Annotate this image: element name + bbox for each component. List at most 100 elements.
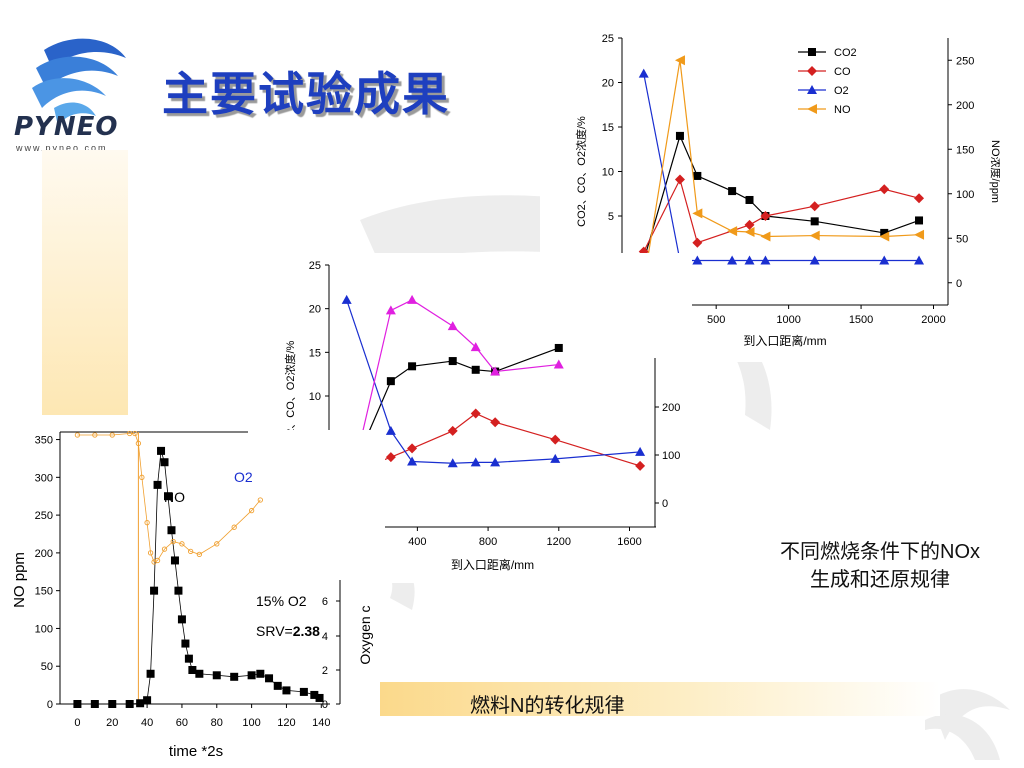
y-tick-label: 10 [602,167,614,179]
y2-tick-label: 250 [956,55,974,67]
data-point-co [692,237,703,248]
x-tick-label: 40 [141,717,153,729]
data-point-co [550,434,561,445]
caption-line-2: 生成和还原规律 [810,569,950,591]
caption-line-1: 不同燃烧条件下的NOx [780,541,980,563]
x-tick-label: 800 [479,536,497,548]
x-axis-label: 到入口距离/mm [743,333,826,348]
y2-tick-label: 0 [322,699,328,711]
o2-label: O2 [234,469,253,485]
data-point-no [407,294,418,304]
data-point-o2 [135,440,142,446]
data-point-no [125,700,134,708]
data-point-co2 [745,195,754,204]
data-point-no [315,693,324,702]
data-point-no [282,686,291,695]
left-accent-bar [42,150,128,415]
data-point-no [146,669,155,678]
data-point-o2 [744,255,755,265]
data-point-no [809,230,820,241]
data-point-o2 [550,453,561,463]
logo-url: www.pyneo.com [16,143,108,153]
x-axis-label: time *2s [169,743,223,760]
y-tick-label: 350 [35,435,53,447]
data-point-no [181,639,190,648]
annotation-srv: SRV=2.38 [256,623,320,639]
data-point-no [727,226,738,237]
data-point-o2 [144,520,150,526]
y2-tick-label: 50 [956,233,968,245]
pyneo-logo [32,38,126,126]
legend-marker [807,66,817,76]
data-point-no [143,696,152,705]
data-point-co [470,408,481,419]
data-point-no [184,654,193,663]
x-tick-label: 1000 [776,314,800,326]
data-point-no [167,526,176,535]
data-point-o2 [914,255,925,265]
data-point-co2 [693,171,702,180]
data-point-no [73,700,82,708]
data-point-co [914,193,925,204]
data-point-o2 [154,557,161,564]
y-tick-label: 250 [35,510,53,522]
y-tick-label: 20 [602,78,614,90]
no-label: NO [164,489,185,505]
y-tick-label: 0 [47,699,53,711]
data-point-o2 [109,432,115,438]
x-tick-label: 500 [707,314,725,326]
data-point-o2 [341,294,352,304]
data-point-co2 [675,131,684,140]
y2-tick-label: 4 [322,631,328,643]
y-tick-label: 10 [309,391,321,403]
y-tick-label: 25 [602,33,614,45]
data-point-no [157,446,166,455]
y-tick-label: 25 [309,260,321,272]
data-point-no [674,55,685,66]
x-tick-label: 20 [106,717,118,729]
y-tick-label: 150 [35,586,53,598]
data-point-co2 [386,377,395,386]
data-point-no [212,671,221,680]
data-point-co [490,417,501,428]
data-point-no [265,674,274,683]
y-tick-label: 5 [608,211,614,223]
data-point-o2 [147,550,154,556]
data-point-no [150,586,159,595]
y-axis-label: NO ppm [11,552,28,608]
data-point-no [490,366,501,376]
srv-value: 2.38 [293,623,320,639]
y2-tick-label: 100 [662,450,680,462]
y2-tick-label: 0 [662,498,668,510]
logo-text: PYNEO [14,112,119,142]
data-point-no [879,231,890,242]
data-point-no [553,359,564,369]
data-point-co2 [810,217,819,226]
data-point-co2 [915,216,924,225]
data-point-co [809,201,820,212]
data-point-o2 [214,541,220,547]
y-tick-label: 15 [602,122,614,134]
data-point-co [635,460,646,471]
x-tick-label: 1500 [849,314,873,326]
data-point-co2 [554,343,563,352]
data-point-no [744,227,755,238]
x-tick-label: 100 [242,717,260,729]
data-point-o2 [257,497,263,503]
data-point-o2 [170,538,176,545]
y2-axis-label: NO浓度/ppm [989,140,1000,203]
data-point-o2 [470,457,481,467]
x-tick-label: 60 [176,717,188,729]
legend-label: CO2 [834,47,857,59]
data-point-o2 [161,546,168,552]
y-tick-label: 300 [35,472,53,484]
slide-title: 主要试验成果 [162,67,450,121]
data-point-o2 [187,548,194,555]
y-tick-label: 200 [35,548,53,560]
x-tick-label: 1200 [547,536,571,548]
data-point-no [188,666,197,674]
data-point-co2 [408,362,417,371]
y2-tick-label: 150 [956,144,974,156]
chart-background [0,430,385,768]
